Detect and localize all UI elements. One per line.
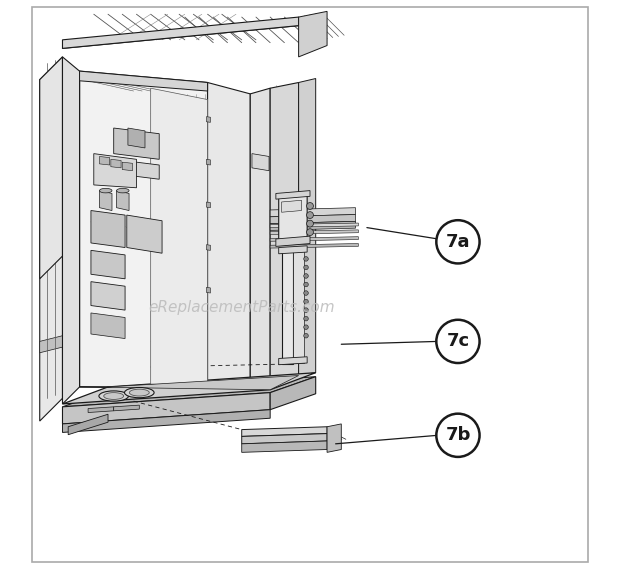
Polygon shape (206, 202, 210, 208)
Ellipse shape (99, 188, 112, 193)
Polygon shape (206, 245, 210, 250)
Polygon shape (111, 159, 121, 168)
Polygon shape (99, 156, 110, 165)
Polygon shape (113, 159, 159, 179)
Polygon shape (270, 215, 355, 224)
Polygon shape (79, 71, 208, 387)
Polygon shape (279, 246, 307, 254)
Circle shape (304, 308, 308, 312)
Ellipse shape (104, 393, 123, 399)
Circle shape (304, 325, 308, 329)
Circle shape (304, 274, 308, 278)
Polygon shape (91, 250, 125, 279)
Polygon shape (270, 244, 358, 248)
Polygon shape (63, 393, 270, 424)
Polygon shape (299, 11, 327, 57)
Polygon shape (327, 424, 341, 452)
Circle shape (304, 282, 308, 287)
Polygon shape (63, 373, 316, 404)
Polygon shape (91, 211, 125, 248)
Ellipse shape (125, 387, 154, 398)
Ellipse shape (130, 389, 149, 396)
Circle shape (304, 333, 308, 338)
Polygon shape (270, 377, 316, 410)
Polygon shape (242, 434, 327, 444)
Circle shape (306, 220, 314, 227)
Circle shape (306, 229, 314, 236)
Polygon shape (40, 57, 63, 421)
Polygon shape (242, 427, 327, 436)
Polygon shape (206, 117, 210, 122)
Polygon shape (122, 162, 133, 171)
Circle shape (436, 414, 479, 457)
Polygon shape (270, 83, 299, 378)
Polygon shape (276, 236, 310, 246)
Circle shape (304, 257, 308, 261)
Polygon shape (88, 407, 113, 413)
Circle shape (436, 220, 479, 263)
Polygon shape (63, 410, 270, 432)
Polygon shape (128, 128, 145, 148)
Polygon shape (270, 208, 355, 217)
Polygon shape (79, 376, 299, 390)
Polygon shape (79, 71, 208, 91)
Polygon shape (250, 88, 270, 384)
Polygon shape (40, 85, 63, 102)
Text: 7b: 7b (445, 426, 471, 444)
Polygon shape (40, 211, 63, 228)
Polygon shape (40, 57, 63, 279)
Polygon shape (113, 128, 159, 159)
Polygon shape (63, 377, 316, 407)
Polygon shape (208, 83, 250, 387)
Polygon shape (91, 313, 125, 339)
Polygon shape (242, 441, 327, 452)
Polygon shape (40, 336, 63, 353)
Polygon shape (151, 88, 208, 387)
Circle shape (304, 265, 308, 270)
Polygon shape (252, 154, 269, 171)
Polygon shape (270, 237, 358, 241)
Circle shape (436, 320, 479, 363)
Circle shape (304, 299, 308, 304)
Polygon shape (68, 414, 108, 435)
Polygon shape (63, 57, 79, 404)
Polygon shape (113, 405, 140, 411)
Polygon shape (94, 154, 136, 188)
Text: eReplacementParts.com: eReplacementParts.com (148, 300, 335, 315)
Polygon shape (206, 159, 210, 165)
Polygon shape (63, 17, 299, 48)
Polygon shape (117, 191, 129, 211)
Polygon shape (206, 287, 210, 293)
Polygon shape (281, 200, 301, 212)
Polygon shape (293, 249, 304, 363)
Polygon shape (270, 223, 358, 228)
Polygon shape (126, 215, 162, 253)
Polygon shape (279, 193, 307, 242)
Circle shape (304, 291, 308, 295)
Polygon shape (299, 79, 316, 376)
Circle shape (304, 316, 308, 321)
Circle shape (306, 212, 314, 218)
Ellipse shape (117, 188, 129, 193)
Polygon shape (279, 357, 307, 365)
Circle shape (306, 203, 314, 209)
Polygon shape (99, 191, 112, 211)
Text: 7c: 7c (446, 332, 469, 351)
Polygon shape (281, 250, 293, 364)
Polygon shape (270, 230, 358, 234)
Polygon shape (276, 191, 310, 199)
Polygon shape (91, 282, 125, 310)
Text: 7a: 7a (446, 233, 470, 251)
Polygon shape (270, 221, 355, 230)
Ellipse shape (99, 391, 128, 401)
